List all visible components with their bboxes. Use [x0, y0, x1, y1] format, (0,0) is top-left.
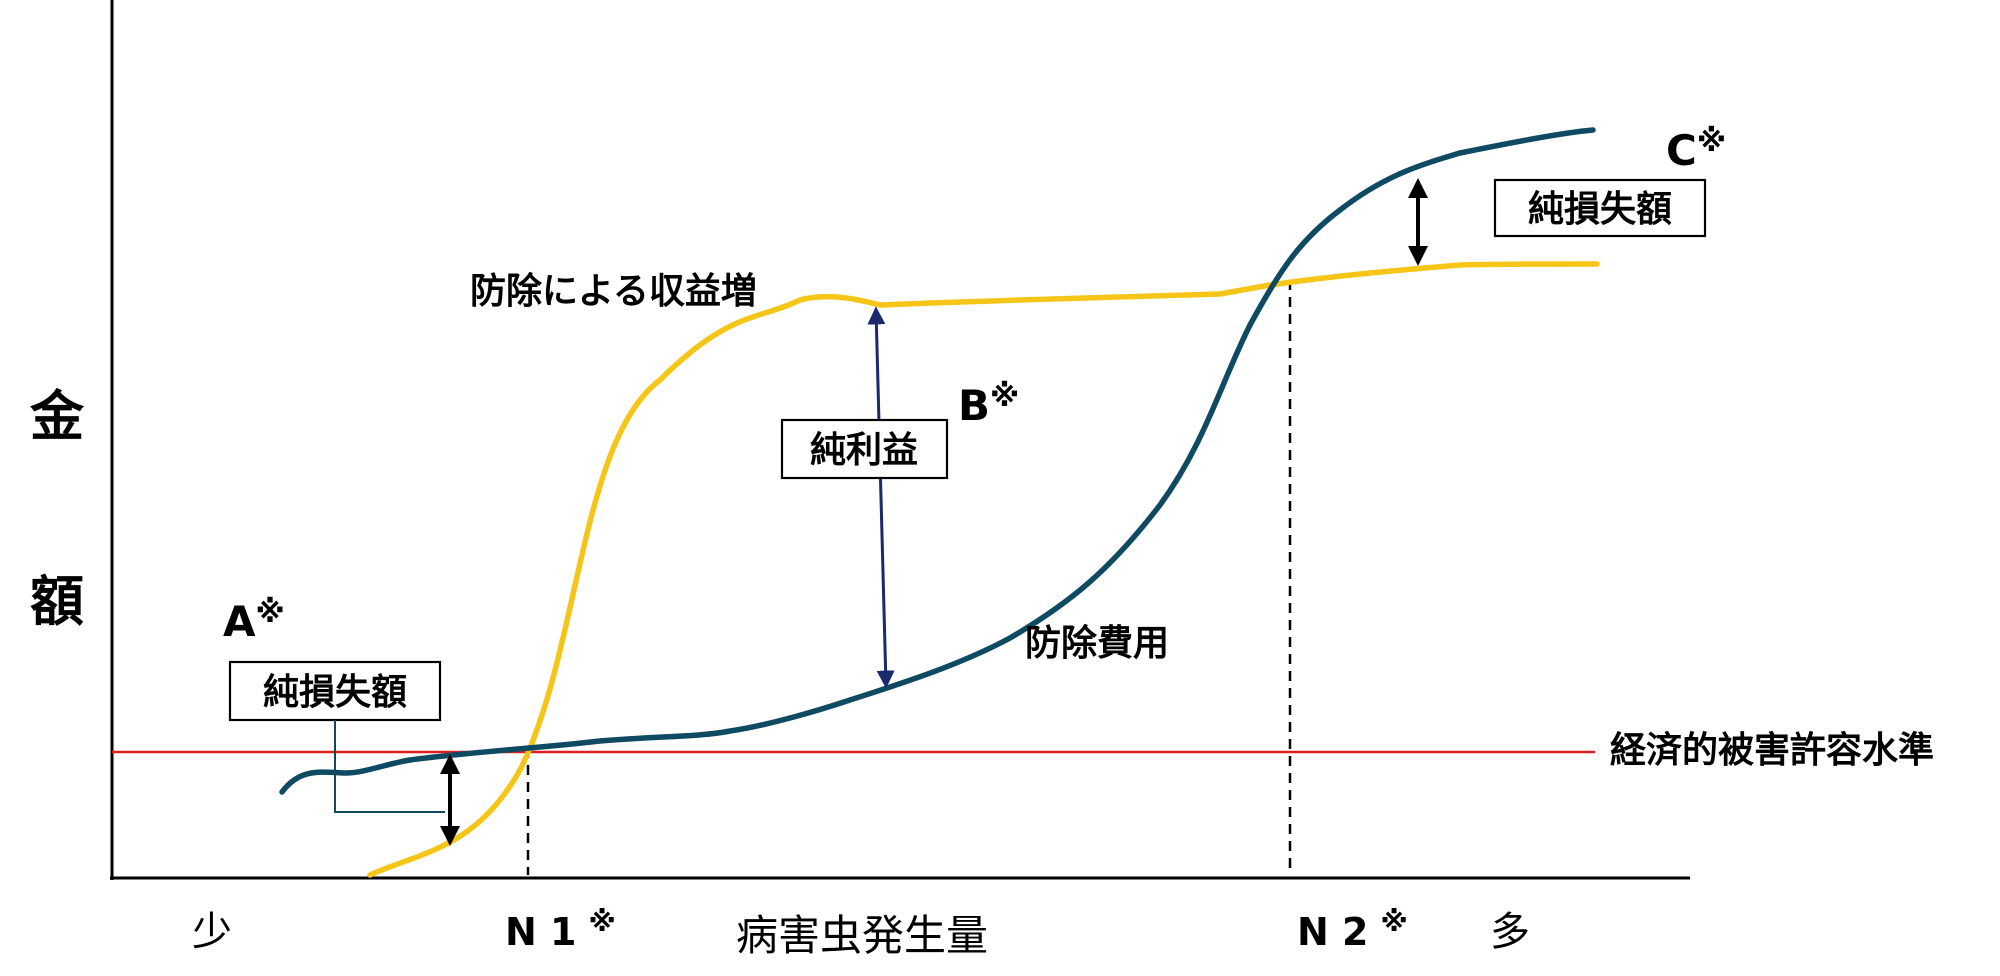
point-b-box — [780, 418, 949, 480]
point-a-label: A※ — [223, 595, 285, 646]
point-b-mark: ※ — [990, 379, 1019, 414]
x-axis-low-label: 少 — [192, 909, 232, 955]
n1-label: N 1 ※ — [505, 905, 616, 954]
n1-text: N 1 — [505, 910, 576, 954]
cost-curve-label: 防除費用 — [1025, 623, 1169, 664]
point-c-label: C※ — [1666, 124, 1726, 175]
point-a-mark: ※ — [256, 595, 285, 630]
point-a-letter: A — [223, 597, 256, 646]
revenue-curve-label: 防除による収益増 — [470, 271, 757, 312]
revenue-curve — [367, 261, 1600, 878]
point-b-arrow — [867, 306, 895, 689]
point-c-box-text: 純損失額 — [1528, 189, 1672, 230]
n2-text: N 2 — [1297, 910, 1368, 954]
point-b-label: B※ — [958, 379, 1019, 430]
n1-mark: ※ — [588, 905, 615, 938]
point-b-letter: B — [958, 381, 990, 430]
point-a-leader-line — [334, 720, 445, 813]
point-a-box — [228, 660, 442, 722]
point-c-mark: ※ — [1697, 124, 1726, 159]
threshold-label: 経済的被害許容水準 — [1610, 730, 1934, 771]
point-c-box — [1493, 178, 1707, 238]
point-a-box-text: 純損失額 — [263, 672, 407, 713]
point-b-box-text: 純利益 — [810, 430, 918, 471]
n2-label: N 2 ※ — [1297, 905, 1408, 954]
point-c-letter: C — [1666, 126, 1697, 175]
y-axis-label-bottom: 額 — [30, 570, 84, 633]
n2-mark: ※ — [1380, 905, 1407, 938]
x-axis-label: 病害虫発生量 — [736, 911, 988, 960]
y-axis-label-top: 金 — [29, 385, 85, 448]
x-axis-high-label: 多 — [1490, 909, 1530, 955]
